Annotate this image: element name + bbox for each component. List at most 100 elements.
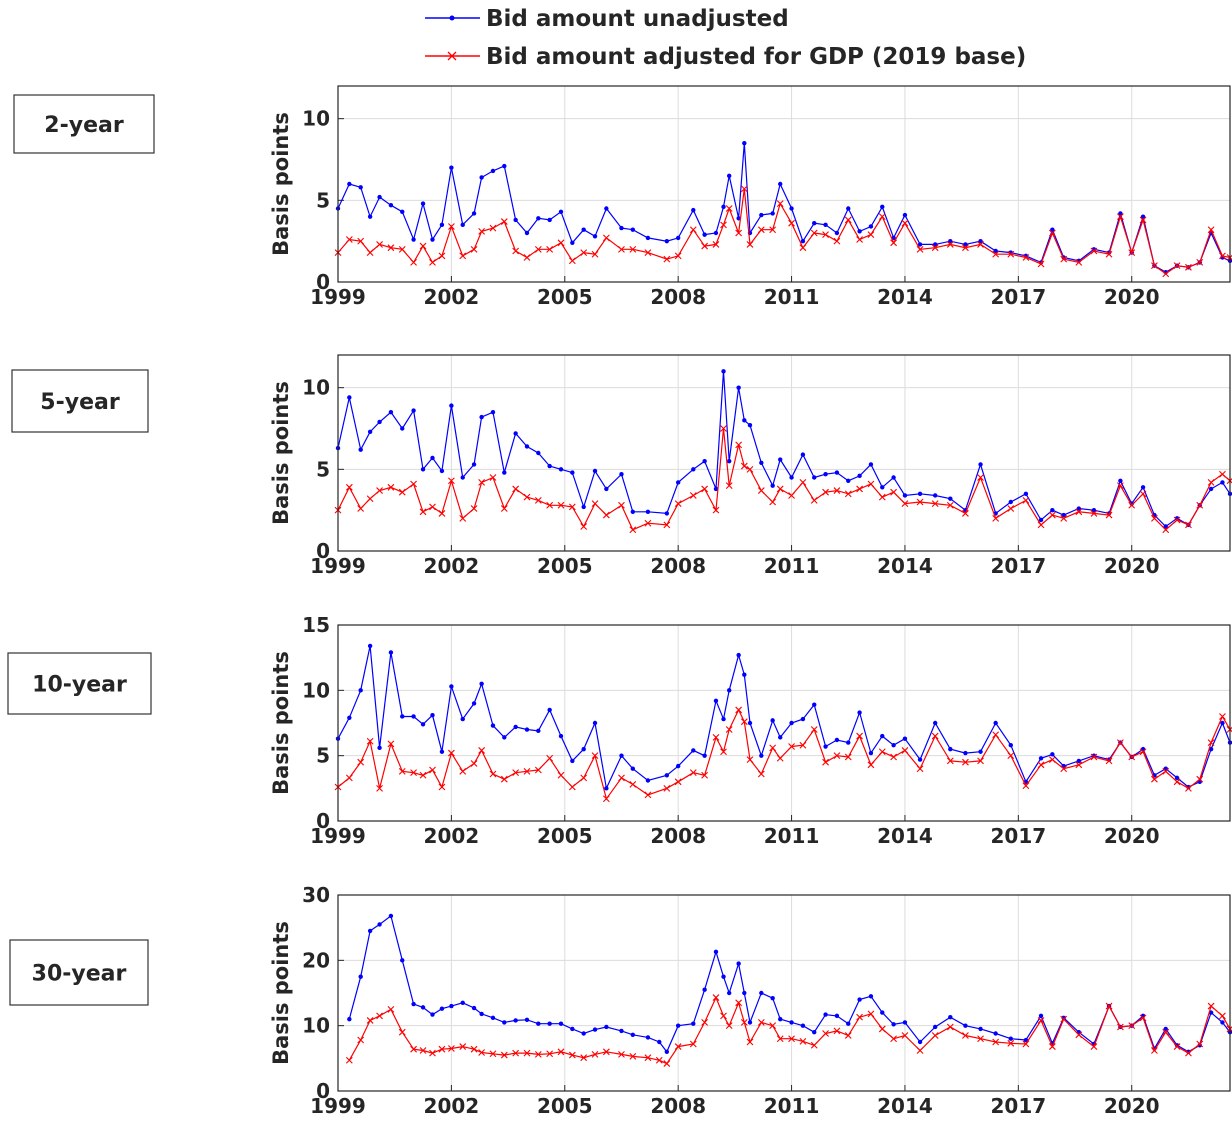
point-marker [901, 747, 909, 754]
point-marker [880, 1010, 885, 1015]
point-marker [513, 217, 518, 223]
subplot: 10-year Basis points 0 5 10 15 1999 2002 2005 200… [7, 613, 1232, 848]
point-marker [448, 749, 455, 757]
point-marker [740, 1019, 748, 1026]
x-tick-label: 2020 [1104, 824, 1160, 848]
point-marker [1117, 213, 1124, 221]
x-tick-label: 1999 [310, 824, 366, 848]
point-marker [701, 485, 709, 493]
point-marker [770, 718, 775, 723]
y-tick-label: 10 [302, 678, 330, 702]
point-marker [523, 767, 531, 775]
point-marker [1105, 1002, 1113, 1010]
point-marker [770, 211, 775, 216]
point-marker [757, 770, 765, 778]
point-marker [810, 229, 818, 237]
point-marker [674, 252, 682, 260]
point-marker [604, 1024, 609, 1030]
point-marker [799, 244, 807, 252]
point-marker [490, 1015, 496, 1021]
point-marker [962, 1032, 969, 1039]
point-marker [1140, 214, 1146, 219]
point-marker [664, 1049, 670, 1055]
point-marker [800, 238, 806, 244]
point-marker [823, 222, 828, 228]
point-marker [524, 444, 530, 449]
point-marker [479, 414, 484, 420]
point-marker [812, 475, 817, 480]
point-marker [712, 506, 720, 514]
point-marker [502, 735, 507, 740]
point-marker [439, 1006, 445, 1011]
point-marker [689, 226, 697, 234]
point-marker [645, 509, 651, 514]
point-marker [846, 1021, 851, 1026]
point-marker [388, 409, 394, 415]
plot-frame [337, 354, 1231, 552]
point-marker [512, 247, 520, 255]
point-marker [358, 688, 363, 693]
point-marker [946, 501, 954, 509]
point-marker [689, 769, 697, 777]
point-marker [420, 1005, 426, 1010]
x-tick-label: 2005 [537, 1094, 593, 1118]
point-marker [524, 1017, 530, 1022]
point-marker [1060, 765, 1068, 773]
point-marker [387, 1005, 395, 1013]
point-marker [420, 722, 426, 727]
point-marker [726, 990, 732, 996]
point-marker [721, 716, 726, 722]
point-marker [580, 1054, 588, 1062]
point-marker [1174, 1043, 1180, 1048]
y-tick-label: 0 [316, 1079, 330, 1103]
point-marker [916, 245, 924, 253]
point-marker [901, 1032, 909, 1039]
point-marker [702, 232, 707, 237]
point-marker [430, 455, 435, 461]
x-tick-label: 2002 [424, 824, 480, 848]
x-tick-label: 2011 [764, 824, 820, 848]
point-marker [358, 447, 363, 452]
point-marker [916, 498, 924, 506]
point-marker [1075, 508, 1083, 516]
point-marker [558, 209, 564, 214]
point-marker [776, 754, 784, 762]
point-marker [822, 1030, 829, 1037]
point-marker [602, 234, 610, 242]
point-marker [844, 1032, 852, 1039]
point-marker [1105, 757, 1113, 765]
legend-label: Bid amount unadjusted [486, 6, 789, 32]
point-marker [822, 231, 829, 239]
point-marker [701, 1019, 709, 1026]
point-marker [357, 1036, 365, 1044]
point-marker [867, 480, 875, 488]
point-marker [645, 1035, 651, 1040]
point-marker [429, 503, 436, 511]
point-marker [557, 771, 565, 779]
point-marker [917, 757, 923, 762]
y-tick-label: 10 [302, 107, 330, 131]
point-marker [962, 244, 969, 252]
point-marker [581, 746, 586, 752]
point-marker [490, 168, 496, 174]
x-tick-label: 2005 [537, 824, 593, 848]
point-marker [713, 949, 719, 955]
x-tick-label: 2020 [1104, 285, 1160, 309]
point-marker [568, 783, 576, 791]
point-marker [630, 1032, 636, 1038]
point-marker [992, 1038, 1000, 1046]
point-marker [1038, 1013, 1044, 1019]
point-marker [1022, 496, 1030, 504]
point-marker [720, 221, 727, 229]
point-marker [478, 479, 486, 486]
y-axis-label: Basis points [269, 921, 293, 1065]
point-marker [664, 238, 670, 244]
point-marker [1038, 517, 1044, 523]
point-marker [740, 718, 748, 726]
point-marker [490, 723, 496, 728]
point-marker [439, 749, 445, 754]
point-marker [619, 472, 624, 477]
point-marker [977, 241, 984, 248]
point-marker [489, 474, 497, 481]
point-marker [674, 778, 682, 786]
